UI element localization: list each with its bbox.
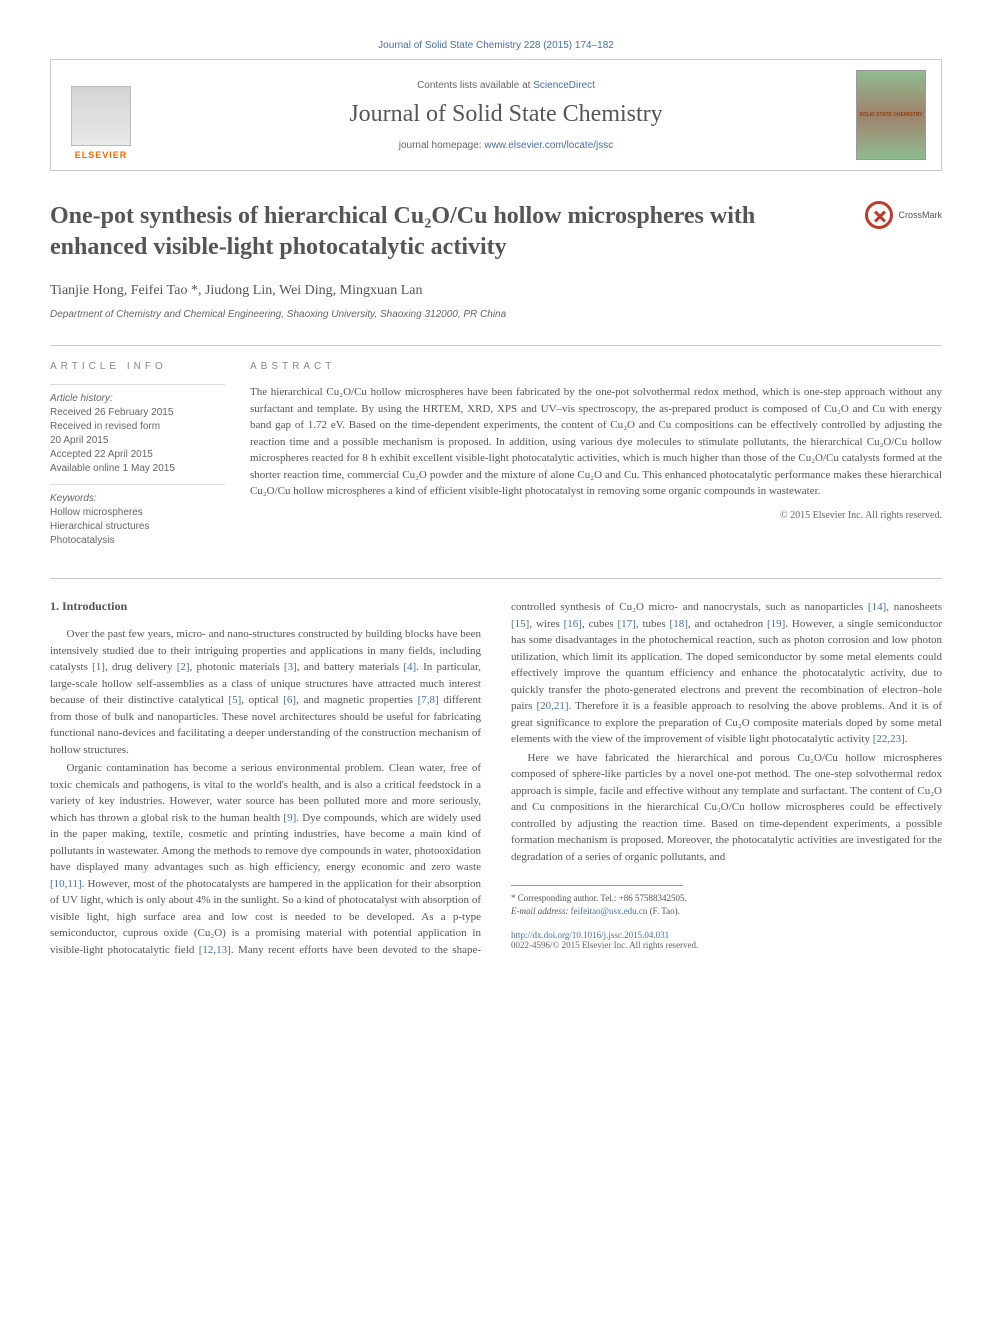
t: . However, most of the photocatalysts ar…: [82, 878, 393, 890]
t: , tubes: [636, 618, 670, 630]
abstract-text: The hierarchical Cu₂O/Cu hollow microsph…: [250, 384, 942, 500]
cite-17[interactable]: [17]: [618, 618, 636, 630]
intro-p3: Here we have fabricated the hierarchical…: [511, 750, 942, 866]
t: , drug delivery: [105, 661, 177, 673]
cite-10-11[interactable]: [10,11]: [50, 878, 82, 890]
sciencedirect-link[interactable]: ScienceDirect: [533, 80, 595, 91]
doi-url[interactable]: http://dx.doi.org/10.1016/j.jssc.2015.04…: [511, 930, 669, 940]
cite-19[interactable]: [19]: [767, 618, 785, 630]
homepage-line: journal homepage: www.elsevier.com/locat…: [156, 140, 856, 151]
top-citation-journal: Journal of Solid State Chemistry: [378, 40, 521, 51]
crossmark-badge[interactable]: CrossMark: [842, 201, 942, 229]
abstract-column: ABSTRACT The hierarchical Cu₂O/Cu hollow…: [250, 361, 942, 548]
journal-header: ELSEVIER Contents lists available at Sci…: [50, 59, 942, 171]
intro-p1: Over the past few years, micro- and nano…: [50, 626, 481, 758]
info-abstract-row: ARTICLE INFO Article history: Received 2…: [50, 345, 942, 548]
corr-email-link[interactable]: feifeitao@usx.edu.cn: [571, 906, 648, 916]
cite-1[interactable]: [1]: [92, 661, 105, 673]
t: , and magnetic properties: [296, 694, 418, 706]
t: , optical: [241, 694, 283, 706]
keywords-text: Hollow microspheres Hierarchical structu…: [50, 506, 225, 548]
corr-label: * Corresponding author. Tel.:: [511, 893, 619, 903]
title-row: One-pot synthesis of hierarchical Cu₂O/C…: [50, 201, 942, 263]
publisher-name: ELSEVIER: [75, 150, 128, 160]
cite-2[interactable]: [2]: [177, 661, 190, 673]
header-center: Contents lists available at ScienceDirec…: [156, 80, 856, 151]
abstract-heading: ABSTRACT: [250, 361, 942, 372]
cite-14[interactable]: [14]: [868, 601, 886, 613]
t: .: [905, 733, 908, 745]
footnote-separator: [511, 885, 683, 886]
crossmark-label: CrossMark: [898, 210, 942, 220]
contents-prefix: Contents lists available at: [417, 80, 533, 91]
t: , wires: [529, 618, 563, 630]
homepage-prefix: journal homepage:: [399, 140, 485, 151]
journal-cover-thumbnail: SOLID STATE CHEMISTRY: [856, 70, 926, 160]
abstract-copyright: © 2015 Elsevier Inc. All rights reserved…: [250, 510, 942, 521]
top-citation-vol: 228 (2015) 174–182: [524, 40, 614, 51]
contents-line: Contents lists available at ScienceDirec…: [156, 80, 856, 91]
section-divider: [50, 578, 942, 579]
t: , nanosheets: [886, 601, 942, 613]
homepage-link[interactable]: www.elsevier.com/locate/jssc: [484, 140, 613, 151]
cite-7-8[interactable]: [7,8]: [418, 694, 439, 706]
t: , photonic materials: [190, 661, 284, 673]
top-citation-link[interactable]: Journal of Solid State Chemistry 228 (20…: [378, 40, 614, 51]
t: . However, a single semiconductor has so…: [511, 618, 942, 713]
doi-copyright: 0022-4596/© 2015 Elsevier Inc. All right…: [511, 940, 942, 950]
cite-9[interactable]: [9]: [283, 812, 296, 824]
t: , cubes: [582, 618, 618, 630]
cite-12-13[interactable]: [12,13]: [199, 944, 231, 956]
cite-15[interactable]: [15]: [511, 618, 529, 630]
intro-heading: 1. Introduction: [50, 599, 481, 614]
article-info-heading: ARTICLE INFO: [50, 361, 225, 372]
body-columns: 1. Introduction Over the past few years,…: [50, 599, 942, 958]
history-text: Received 26 February 2015 Received in re…: [50, 406, 225, 476]
publisher-logo: ELSEVIER: [66, 70, 136, 160]
cite-18[interactable]: [18]: [670, 618, 688, 630]
elsevier-tree-icon: [71, 86, 131, 146]
top-citation: Journal of Solid State Chemistry 228 (20…: [50, 40, 942, 51]
crossmark-icon: [865, 201, 893, 229]
journal-cover-text: SOLID STATE CHEMISTRY: [860, 112, 923, 118]
cite-22-23[interactable]: [22,23]: [873, 733, 905, 745]
t: , and battery materials: [297, 661, 404, 673]
author-list: Tianjie Hong, Feifei Tao *, Jiudong Lin,…: [50, 283, 942, 299]
doi-link[interactable]: http://dx.doi.org/10.1016/j.jssc.2015.04…: [511, 930, 942, 940]
article-title: One-pot synthesis of hierarchical Cu₂O/C…: [50, 201, 842, 263]
cite-20-21[interactable]: [20,21]: [536, 700, 568, 712]
journal-name: Journal of Solid State Chemistry: [156, 101, 856, 128]
t: , and octahedron: [688, 618, 767, 630]
affiliation: Department of Chemistry and Chemical Eng…: [50, 309, 942, 320]
corr-phone: +86 57588342505.: [619, 893, 687, 903]
article-info-sidebar: ARTICLE INFO Article history: Received 2…: [50, 361, 250, 548]
cite-5[interactable]: [5]: [228, 694, 241, 706]
corresponding-author-footnote: * Corresponding author. Tel.: +86 575883…: [511, 892, 942, 917]
history-label: Article history:: [50, 384, 225, 404]
email-label: E-mail address:: [511, 906, 571, 916]
cite-16[interactable]: [16]: [564, 618, 582, 630]
email-suffix: (F. Tao).: [647, 906, 679, 916]
cite-3[interactable]: [3]: [284, 661, 297, 673]
cite-6[interactable]: [6]: [283, 694, 296, 706]
keywords-label: Keywords:: [50, 484, 225, 504]
cite-4[interactable]: [4]: [403, 661, 416, 673]
